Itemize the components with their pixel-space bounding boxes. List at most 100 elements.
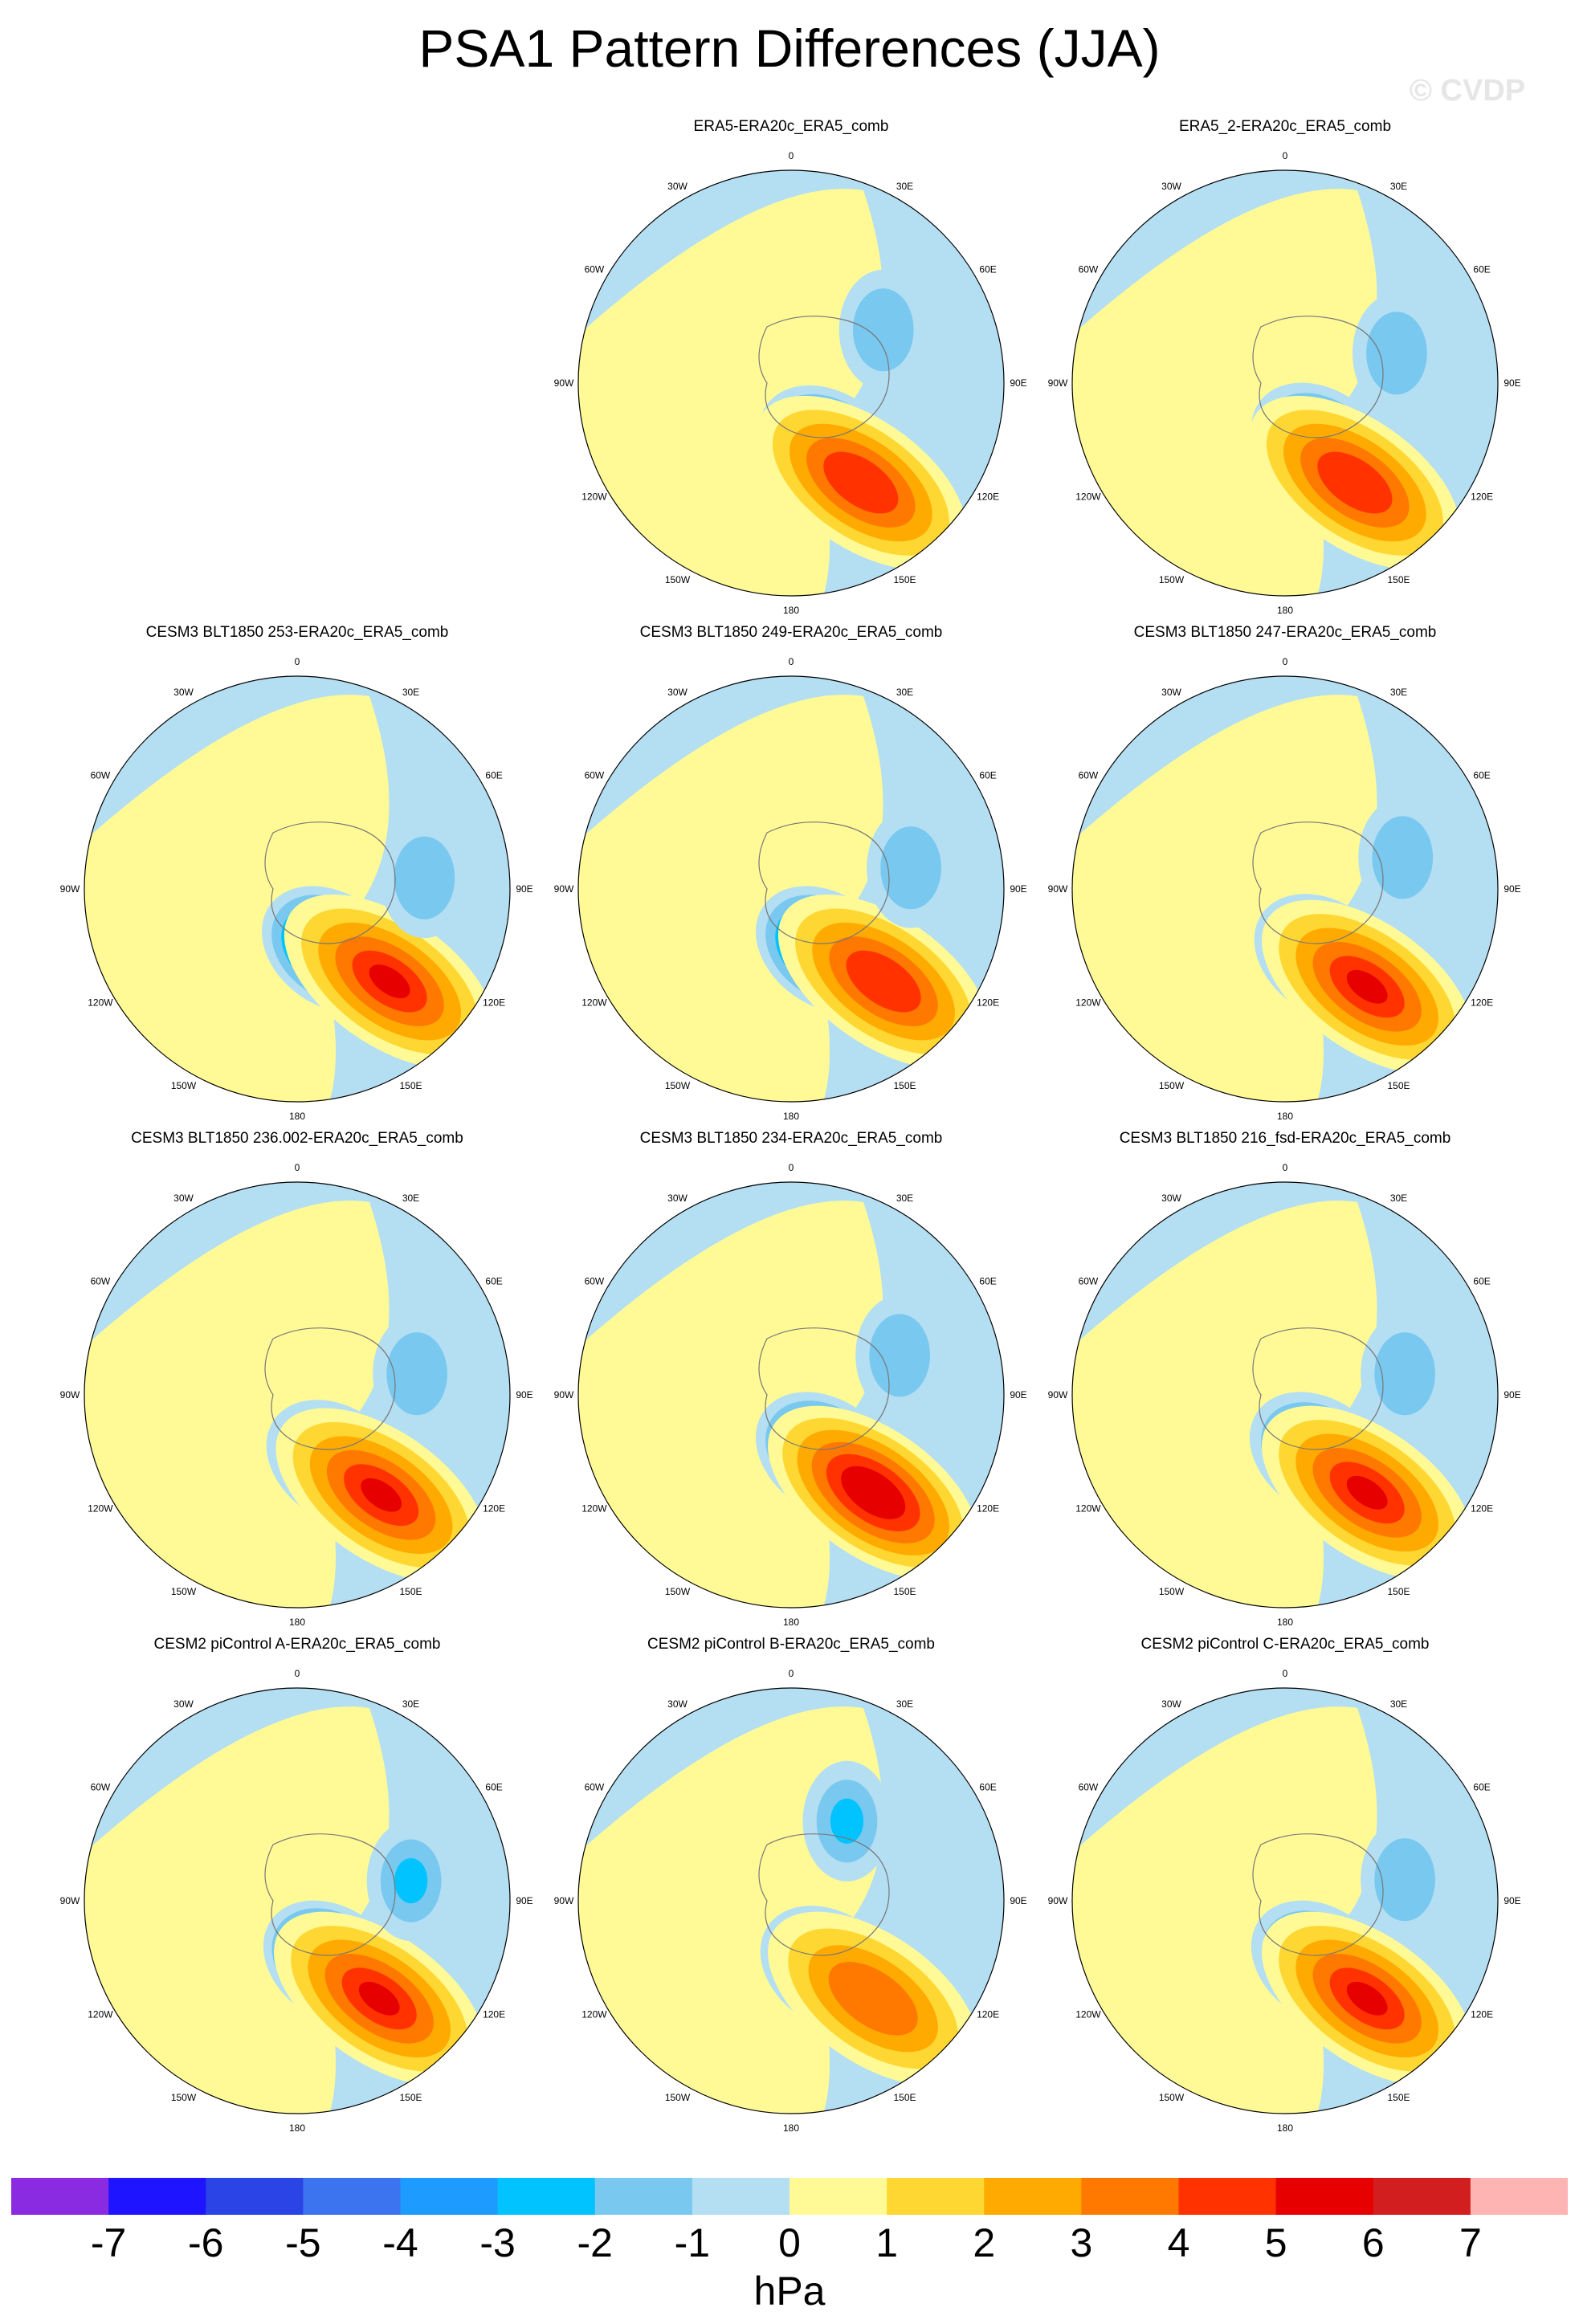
longitude-label: 90W <box>60 1389 80 1401</box>
map-boundary <box>1071 1687 1499 2114</box>
longitude-label: 120E <box>1471 1503 1493 1515</box>
longitude-label: 60E <box>1473 264 1490 275</box>
negative-contour <box>880 826 941 910</box>
negative-contour <box>1366 312 1427 395</box>
colorbar <box>11 2178 1568 2215</box>
longitude-label: 150W <box>171 2092 197 2103</box>
longitude-label: 90E <box>1010 883 1026 895</box>
longitude-label: 120W <box>88 997 113 1009</box>
longitude-label: 60W <box>91 770 111 781</box>
longitude-label: 180 <box>783 1617 799 1628</box>
panel-title: CESM3 BLT1850 236.002-ERA20c_ERA5_comb <box>131 1130 463 1147</box>
positive-contour <box>841 1466 906 1519</box>
longitude-label: 30E <box>1390 1698 1407 1710</box>
map-panel: CESM2 piControl B-ERA20c_ERA5_comb 0 30E 60… <box>550 1635 1032 2134</box>
antarctica-coastline <box>1252 316 1384 438</box>
antarctica-coastline <box>264 1327 396 1450</box>
cvdp-watermark: © CVDP <box>1410 74 1526 108</box>
longitude-label: 90E <box>1504 1895 1520 1906</box>
negative-contour <box>852 288 914 372</box>
longitude-label: 120E <box>1471 491 1493 503</box>
longitude-label: 150E <box>1387 1080 1410 1091</box>
panel-title: CESM2 piControl C-ERA20c_ERA5_comb <box>1140 1636 1430 1653</box>
longitude-label: 30E <box>1390 181 1407 192</box>
longitude-label: 120W <box>581 2009 607 2020</box>
polar-map: 0 30E 60E 90E 120E 150E 180 150W 120W 90W 60W 30W <box>60 1668 533 2134</box>
panel-title: CESM3 BLT1850 216_fsd-ERA20c_ERA5_comb <box>1119 1130 1451 1147</box>
longitude-label: 60E <box>485 770 502 781</box>
longitude-label: 150W <box>1159 1586 1185 1597</box>
longitude-label: 30W <box>667 181 687 192</box>
positive-contour <box>369 964 410 999</box>
colorbar-units: hPa <box>753 2269 826 2314</box>
antarctica-coastline <box>264 1833 396 1956</box>
map-panel: CESM3 BLT1850 216_fsd-ERA20c_ERA5_comb 0 3… <box>1044 1129 1526 1628</box>
longitude-label: 90W <box>1048 883 1068 895</box>
colorbar-swatch <box>1081 2178 1179 2215</box>
colorbar-swatch <box>303 2178 401 2215</box>
antarctica-coastline <box>758 1327 890 1450</box>
longitude-label: 180 <box>783 1111 799 1122</box>
positive-contour <box>358 1981 400 2016</box>
longitude-label: 0 <box>295 1162 300 1173</box>
colorbar-tick-labels: -7 -6 -5 -4 -3 -2 -1 0 1 2 3 4 5 6 7 <box>0 2218 1579 2268</box>
map-boundary <box>577 675 1005 1103</box>
polar-map: 0 30E 60E 90E 120E 150E 180 150W 120W 90W 60W 30W <box>60 1162 533 1628</box>
longitude-label: 90E <box>1010 1389 1026 1401</box>
longitude-label: 60E <box>979 1782 996 1793</box>
longitude-label: 0 <box>789 150 794 161</box>
colorbar-tick: -6 <box>188 2220 224 2265</box>
map-panel: CESM2 piControl A-ERA20c_ERA5_comb 0 30E 60… <box>56 1635 538 2134</box>
antarctica-coastline <box>1252 822 1384 944</box>
positive-contour <box>1346 1475 1388 1510</box>
colorbar-swatch <box>108 2178 206 2215</box>
longitude-label: 30E <box>1390 1193 1407 1204</box>
longitude-label: 0 <box>789 656 794 667</box>
longitude-label: 60W <box>1079 1276 1099 1287</box>
colorbar-swatch <box>790 2178 887 2215</box>
polar-map: 0 30E 60E 90E 120E 150E 180 150W 120W 90W 60W 30W <box>1048 656 1521 1122</box>
panel-title: CESM3 BLT1850 249-ERA20c_ERA5_comb <box>639 624 943 641</box>
longitude-label: 120E <box>483 2009 505 2020</box>
longitude-label: 120E <box>977 997 999 1009</box>
longitude-label: 30W <box>1161 181 1181 192</box>
longitude-label: 90W <box>1048 377 1068 389</box>
longitude-label: 60W <box>585 770 605 781</box>
longitude-label: 180 <box>1277 1111 1293 1122</box>
longitude-label: 150E <box>893 574 916 585</box>
map-panel: CESM3 BLT1850 236.002-ERA20c_ERA5_comb 0 3… <box>56 1129 538 1628</box>
longitude-label: 150W <box>1159 2092 1185 2103</box>
longitude-label: 60E <box>1473 1276 1490 1287</box>
longitude-label: 60E <box>485 1276 502 1287</box>
map-panel: CESM3 BLT1850 234-ERA20c_ERA5_comb 0 30E 60… <box>550 1129 1032 1628</box>
longitude-label: 60W <box>585 1782 605 1793</box>
longitude-label: 30E <box>896 181 913 192</box>
negative-contour <box>830 1798 864 1844</box>
longitude-label: 90W <box>60 883 80 895</box>
longitude-label: 30E <box>402 1193 419 1204</box>
longitude-label: 90E <box>1504 1389 1520 1401</box>
longitude-label: 180 <box>1277 1617 1293 1628</box>
longitude-label: 120E <box>1471 2009 1493 2020</box>
longitude-label: 150E <box>399 1080 422 1091</box>
colorbar-tick: 7 <box>1459 2220 1482 2265</box>
colorbar-tick: -7 <box>90 2220 127 2265</box>
negative-contour <box>394 1857 428 1904</box>
polar-map: 0 30E 60E 90E 120E 150E 180 150W 120W 90W 60W 30W <box>1048 1162 1521 1628</box>
longitude-label: 120W <box>1075 491 1101 503</box>
longitude-label: 120E <box>977 1503 999 1515</box>
map-panel: ERA5-ERA20c_ERA5_comb 0 30E 60E 90E 120E 150E 1… <box>550 117 1032 616</box>
longitude-label: 60E <box>979 770 996 781</box>
longitude-label: 90W <box>554 377 574 389</box>
polar-map: 0 30E 60E 90E 120E 150E 180 150W 120W 90W 60W 30W <box>554 1668 1027 2134</box>
longitude-label: 0 <box>295 1668 300 1679</box>
longitude-label: 90W <box>60 1895 80 1906</box>
map-boundary <box>577 1181 1005 1608</box>
panel-title: CESM2 piControl B-ERA20c_ERA5_comb <box>647 1636 935 1653</box>
negative-contour <box>386 1332 447 1416</box>
longitude-label: 30W <box>667 1193 687 1204</box>
longitude-label: 120E <box>1471 997 1493 1009</box>
longitude-label: 90E <box>516 1895 532 1906</box>
colorbar-tick: 1 <box>875 2220 899 2265</box>
longitude-label: 120W <box>1075 2009 1101 2020</box>
